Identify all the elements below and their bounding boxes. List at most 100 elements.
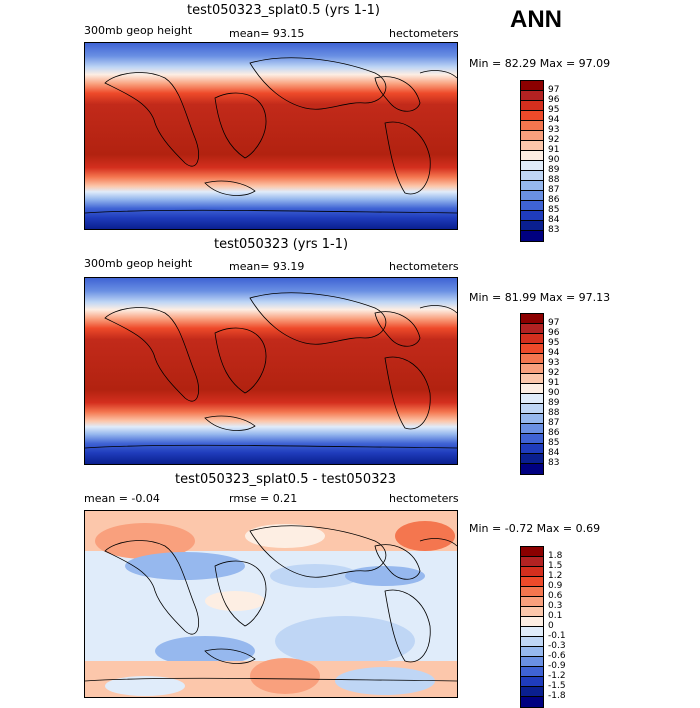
colorbar-cell [521,364,543,374]
colorbar-tick-label: 91 [548,145,560,155]
colorbar-tick-label: 87 [548,185,560,195]
colorbar-cell [521,334,543,344]
colorbar-cell [521,627,543,637]
mean-label: mean= 93.19 [229,260,305,273]
colorbar-tick-label: 1.2 [548,571,563,581]
colorbar-tick-label: 93 [548,125,560,135]
units-label: hectometers [389,27,459,40]
colorbar-cell [521,384,543,394]
panel-title: test050323_splat0.5 (yrs 1-1) [187,3,380,18]
colorbar-tick-label: 93 [548,358,560,368]
colorbar-cell [521,547,543,557]
colorbar-cell [521,697,543,707]
colorbar-cell [521,211,543,221]
colorbar-cell [521,201,543,211]
colorbar-cell [521,324,543,334]
colorbar-cell [521,444,543,454]
colorbar-tick-label: 0.9 [548,581,563,591]
colorbar-cell [521,404,543,414]
colorbar-labels: 97 96 95 94 93 92 91 90 89 88 87 86 85 84 83 [548,318,559,468]
season-label: ANN [510,6,562,33]
colorbar-tick-label: 97 [548,318,560,328]
colorbar-cell [521,354,543,364]
colorbar-tick-label: 87 [548,418,560,428]
colorbar-cell [521,647,543,657]
colorbar-cell [521,617,543,627]
colorbar-tick-label: 97 [548,85,560,95]
colorbar-cell [521,607,543,617]
units-label: hectometers [389,260,459,273]
map-panel-3 [84,510,458,698]
colorbar-tick-label: 94 [548,115,560,125]
colorbar-cell [521,121,543,131]
colorbar-tick-label: 86 [548,428,560,438]
colorbar-tick-label: 0.1 [548,611,563,621]
colorbar-tick-label: 1.8 [548,551,563,561]
colorbar-cell [521,394,543,404]
colorbar-tick-label: 88 [548,408,560,418]
colorbar-cell [521,637,543,647]
field-label: 300mb geop height [84,257,193,270]
colorbar-tick-label: 94 [548,348,560,358]
colorbar-cell [521,101,543,111]
colorbar-tick-label: 86 [548,195,560,205]
mean-label: mean= 93.15 [229,27,305,40]
colorbar-tick-label: -1.8 [548,691,566,701]
colorbar-cell [521,344,543,354]
colorbar-cell [521,677,543,687]
map-field [85,43,457,229]
colorbar-cell [521,414,543,424]
colorbar-cell [521,81,543,91]
colorbar-tick-label: 89 [548,165,560,175]
colorbar-cell [521,454,543,464]
colorbar-cell [521,587,543,597]
colorbar-tick-label: 95 [548,338,560,348]
colorbar-cell [521,91,543,101]
colorbar-cell [521,567,543,577]
map-diff-field [85,511,457,697]
colorbar-cell [521,424,543,434]
colorbar-tick-label: 90 [548,388,560,398]
colorbar-tick-label: 0.6 [548,591,563,601]
colorbar-tick-label: 84 [548,448,560,458]
colorbar-tick-label: 91 [548,378,560,388]
colorbar-tick-label: 83 [548,225,560,235]
colorbar-tick-label: -0.3 [548,641,566,651]
colorbar-cell [521,314,543,324]
colorbar-tick-label: 85 [548,205,560,215]
panel-title: test050323 (yrs 1-1) [214,237,349,252]
colorbar-cell [521,151,543,161]
units-label: hectometers [389,492,459,505]
colorbar-cell [521,111,543,121]
colorbar-cell [521,161,543,171]
colorbar-labels: 1.8 1.5 1.2 0.9 0.6 0.3 0.1 0 -0.1 -0.3 -0.6 -0.9 -1… [548,551,566,701]
mean-label: mean = -0.04 [84,492,160,505]
colorbar-tick-label: -1.2 [548,671,566,681]
colorbar-cell [521,434,543,444]
colorbar-cell [521,657,543,667]
colorbar-cell [521,667,543,677]
colorbar-tick-label: -0.9 [548,661,566,671]
colorbar-tick-label: 0.3 [548,601,563,611]
colorbar-cell [521,181,543,191]
colorbar-tick-label: 83 [548,458,560,468]
coastlines [85,292,457,449]
colorbar-tick-label: -0.6 [548,651,566,661]
colorbar-tick-label: 1.5 [548,561,563,571]
field-label: 300mb geop height [84,24,193,37]
rmse-label: rmse = 0.21 [229,492,298,505]
colorbar-tick-label: 0 [548,621,554,631]
colorbar-cell [521,221,543,231]
map-field [85,278,457,464]
colorbar-tick-label: 96 [548,328,560,338]
colorbar-tick-label: 88 [548,175,560,185]
colorbar-cell [521,191,543,201]
map-panel-2 [84,277,458,465]
colorbar-cell [521,687,543,697]
coastlines [85,525,457,682]
colorbar-cell [521,171,543,181]
coastlines [85,57,457,214]
colorbar-cell [521,374,543,384]
colorbar-tick-label: -1.5 [548,681,566,691]
colorbar-tick-label: 92 [548,135,560,145]
